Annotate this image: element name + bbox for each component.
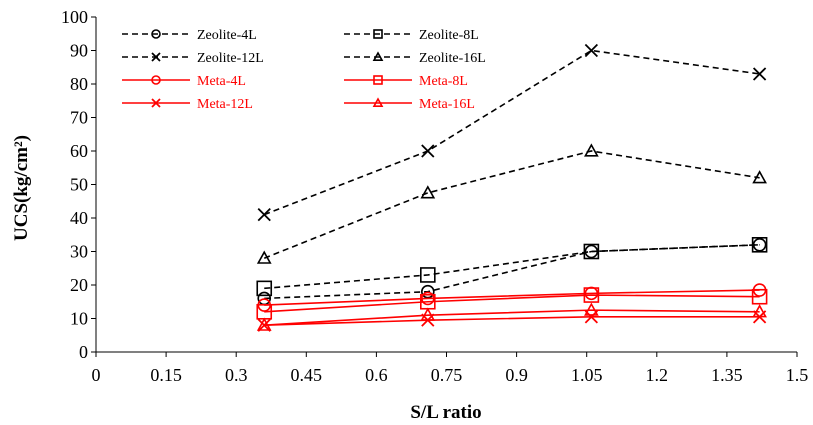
series-line xyxy=(264,289,760,306)
x-marker-stroke xyxy=(421,144,435,158)
legend-item: Meta-8L xyxy=(344,74,468,89)
legend-item: Meta-4L xyxy=(122,74,246,89)
legend-marker xyxy=(151,29,161,39)
series-line xyxy=(264,309,760,326)
y-tick-label: 50 xyxy=(70,175,88,195)
y-tick-label: 80 xyxy=(70,74,88,94)
series-line xyxy=(264,294,760,313)
y-tick-label: 20 xyxy=(70,275,88,295)
y-tick-label: 70 xyxy=(70,108,88,128)
series-layer xyxy=(256,43,768,332)
data-point xyxy=(421,291,435,306)
series-zeolite-8l xyxy=(256,237,768,297)
data-point xyxy=(420,267,436,283)
x-tick-label: 0.45 xyxy=(291,365,323,385)
series-zeolite-4l xyxy=(257,238,767,306)
data-point xyxy=(584,143,599,157)
data-point xyxy=(751,288,768,305)
legend-label: Meta-16L xyxy=(419,97,475,112)
legend-label: Zeolite-16L xyxy=(419,51,486,66)
x-axis-title: S/L ratio xyxy=(410,402,481,423)
legend-marker xyxy=(373,29,383,39)
data-point xyxy=(256,250,272,264)
series-line xyxy=(264,244,760,290)
data-point xyxy=(583,287,600,303)
x-tick-label: 0.9 xyxy=(505,365,528,385)
data-point xyxy=(256,317,272,331)
legend-label: Zeolite-8L xyxy=(419,28,479,43)
series-line xyxy=(264,316,760,326)
legend-label: Meta-12L xyxy=(197,97,253,112)
series-line xyxy=(264,244,760,300)
legend-label: Meta-8L xyxy=(419,74,468,89)
x-tick-label: 0.15 xyxy=(150,365,182,385)
legend-marker xyxy=(151,75,161,85)
legend-marker xyxy=(151,52,161,62)
legend-marker xyxy=(373,75,383,85)
data-point xyxy=(420,307,436,321)
axes: 0 10 20 30 40 50 60 70 80 90 100 0 0.15 0.3 0.45 0.6 0.7… xyxy=(61,7,808,385)
data-point xyxy=(421,144,435,158)
legend-label: Zeolite-12L xyxy=(197,51,264,66)
x-marker-stroke xyxy=(151,52,161,62)
y-tick-label: 60 xyxy=(70,141,88,161)
legend-item: Zeolite-8L xyxy=(344,28,479,43)
legend-marker xyxy=(372,97,384,107)
x-marker-stroke xyxy=(584,43,599,58)
legend-item: Zeolite-4L xyxy=(122,28,257,43)
y-tick-label: 0 xyxy=(79,342,88,362)
data-point xyxy=(256,280,273,297)
y-tick-label: 90 xyxy=(70,41,88,61)
series-line xyxy=(263,150,760,259)
legend-label: Meta-4L xyxy=(197,74,246,89)
data-point xyxy=(420,185,436,199)
x-marker-stroke xyxy=(151,98,161,108)
data-point xyxy=(751,237,768,253)
x-tick-label: 0.75 xyxy=(431,365,463,385)
x-tick-label: 1.05 xyxy=(571,365,603,385)
y-tick-label: 10 xyxy=(70,309,88,329)
x-tick-label: 1.2 xyxy=(646,365,669,385)
legend-item: Zeolite-12L xyxy=(122,51,264,66)
legend-item: Zeolite-16L xyxy=(344,51,486,66)
y-tick-label: 40 xyxy=(70,208,88,228)
series-meta-16l xyxy=(256,302,767,331)
legend: Zeolite-4L Zeolite-8L Zeolite-12L Zeolite-1… xyxy=(122,28,486,112)
legend-item: Meta-12L xyxy=(122,97,253,112)
data-point xyxy=(752,170,767,184)
series-line xyxy=(263,49,760,216)
legend-item: Meta-16L xyxy=(344,97,475,112)
x-tick-label: 0 xyxy=(92,365,101,385)
x-tick-label: 0.3 xyxy=(225,365,248,385)
data-point xyxy=(752,67,767,81)
series-zeolite-16l xyxy=(256,143,767,264)
x-tick-label: 0.6 xyxy=(365,365,388,385)
legend-marker xyxy=(151,98,161,108)
series-meta-8l xyxy=(256,287,768,320)
data-point xyxy=(584,43,599,58)
data-point xyxy=(752,304,767,318)
data-point xyxy=(583,243,600,260)
series-zeolite-12l xyxy=(257,43,767,222)
y-tick-label: 30 xyxy=(70,242,88,262)
legend-marker xyxy=(372,51,384,62)
data-point xyxy=(584,302,599,316)
legend-label: Zeolite-4L xyxy=(197,28,257,43)
data-point xyxy=(257,208,271,222)
x-tick-label: 1.5 xyxy=(786,365,809,385)
x-marker-stroke xyxy=(257,208,271,222)
x-marker-stroke xyxy=(752,67,767,81)
y-axis-title: UCS(kg/cm²) xyxy=(11,135,32,241)
y-tick-label: 100 xyxy=(61,7,88,27)
x-tick-label: 1.35 xyxy=(711,365,743,385)
